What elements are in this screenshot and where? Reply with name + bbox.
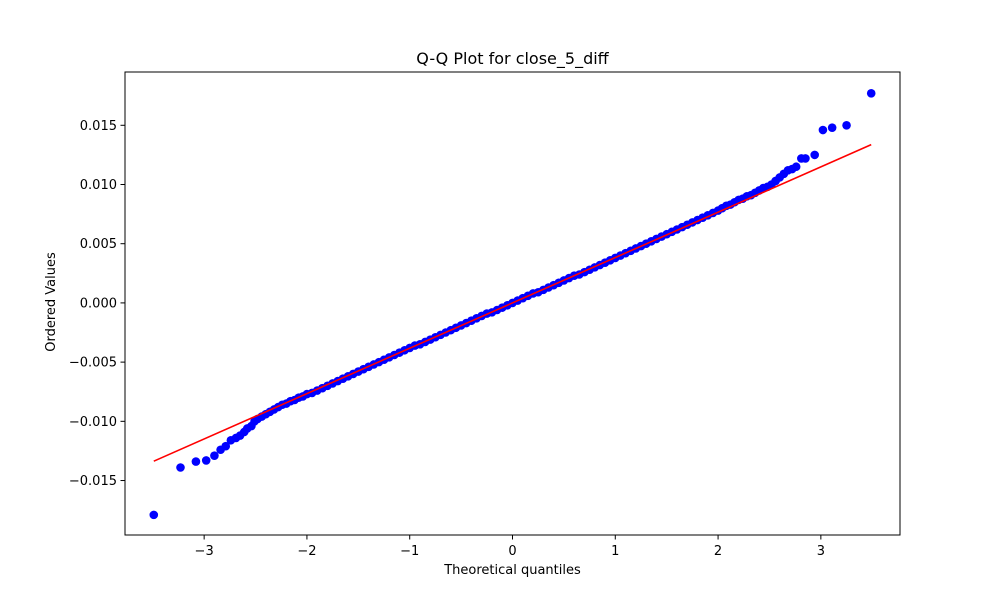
data-point (801, 154, 810, 163)
data-marks (149, 89, 876, 520)
data-point (842, 120, 851, 130)
data-point (818, 125, 828, 135)
data-point (191, 457, 201, 466)
data-point (176, 463, 185, 472)
y-tick-label: 0.000 (80, 296, 117, 311)
y-tick-label: 0.015 (80, 119, 117, 134)
data-point (221, 441, 231, 451)
x-tick-label: 1 (611, 544, 619, 559)
x-tick-label: −3 (195, 544, 214, 559)
x-tick-label: 0 (508, 544, 516, 559)
x-tick-label: −2 (297, 544, 316, 559)
y-tick-label: −0.010 (69, 415, 117, 430)
chart-title: Q-Q Plot for close_5_diff (416, 49, 609, 69)
y-tick-label: −0.005 (69, 356, 117, 371)
data-point (201, 456, 211, 465)
data-point (810, 150, 819, 160)
y-tick-label: 0.005 (80, 237, 117, 252)
data-point (210, 451, 219, 460)
axes: −3 −2 −1 0 1 2 3 −0.015 −0.010 −0.005 0.000 0.005 0.… (69, 71, 901, 559)
data-point (791, 162, 801, 172)
y-tick-label: 0.010 (80, 178, 117, 193)
data-point (149, 510, 159, 520)
data-point (827, 123, 837, 132)
x-tick-label: −1 (400, 544, 419, 559)
x-axis-label: Theoretical quantiles (443, 563, 581, 578)
x-tick-label: 2 (714, 544, 722, 559)
y-axis-label: Ordered Values (44, 252, 59, 352)
x-tick-label: 3 (817, 544, 825, 559)
y-tick-label: −0.015 (69, 474, 117, 489)
data-point (866, 89, 876, 98)
fit-line (153, 143, 872, 462)
